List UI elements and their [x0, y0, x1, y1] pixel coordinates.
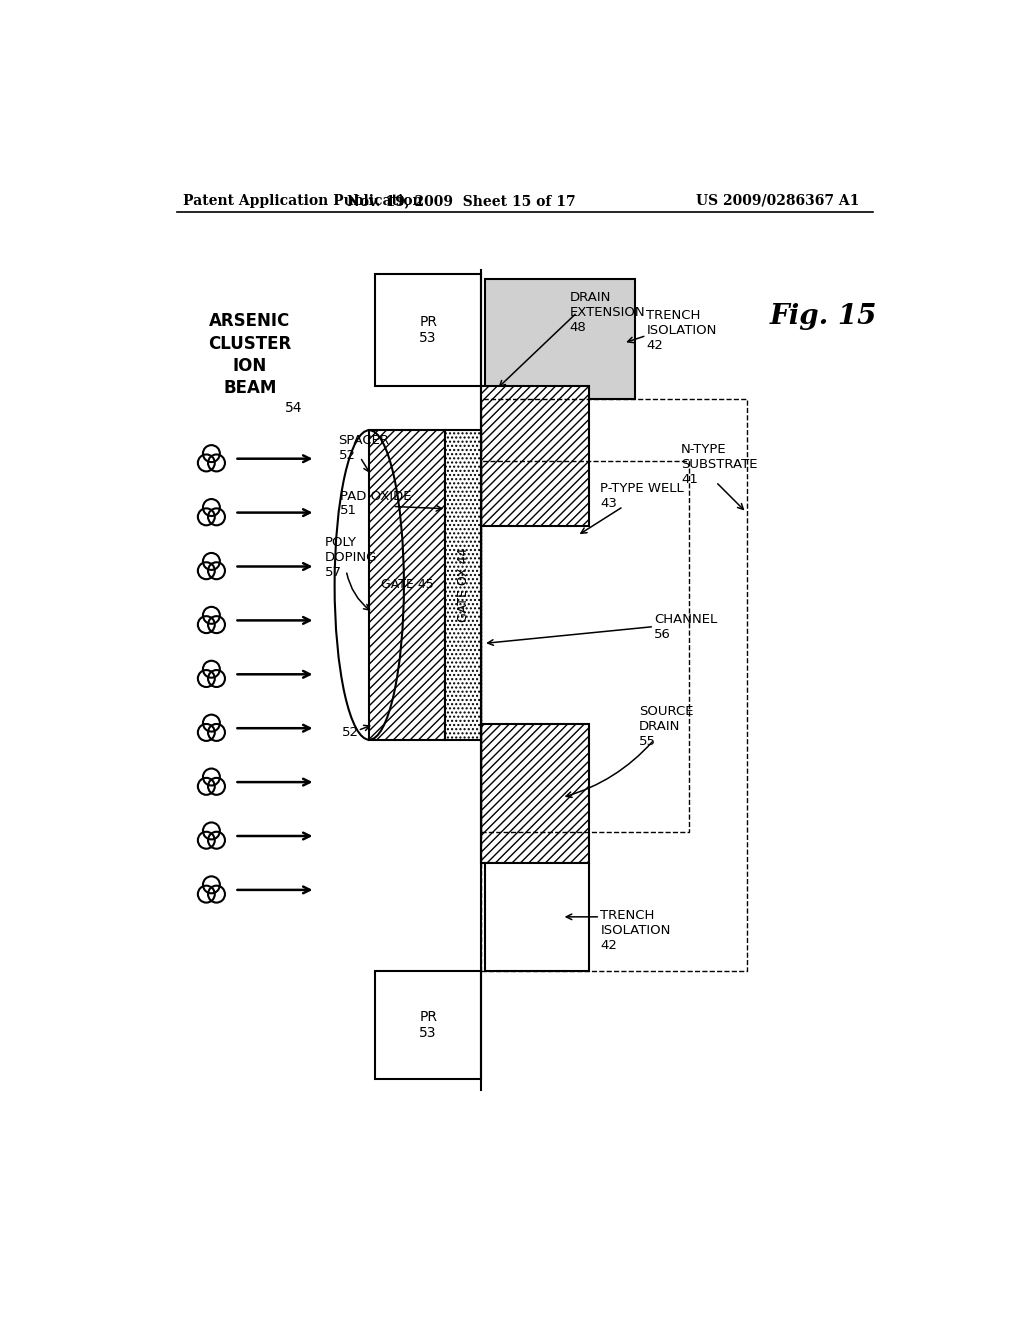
Bar [370, 430, 444, 739]
Bar [484, 280, 635, 400]
Text: PAD OXIDE
51: PAD OXIDE 51 [340, 490, 412, 517]
Text: PR
53: PR 53 [419, 314, 437, 345]
Text: Nov. 19, 2009  Sheet 15 of 17: Nov. 19, 2009 Sheet 15 of 17 [347, 194, 575, 207]
Text: 54: 54 [285, 401, 302, 414]
Bar [376, 275, 481, 385]
Text: SPACER
52: SPACER 52 [339, 434, 389, 462]
Text: US 2009/0286367 A1: US 2009/0286367 A1 [695, 194, 859, 207]
Text: DRAIN
EXTENSION
48: DRAIN EXTENSION 48 [569, 290, 645, 334]
Bar [481, 385, 589, 525]
Text: Fig. 15: Fig. 15 [770, 302, 878, 330]
Bar [481, 400, 746, 970]
Text: GATE 45: GATE 45 [381, 578, 434, 591]
Text: CHANNEL
56: CHANNEL 56 [654, 612, 718, 640]
Text: PR
53: PR 53 [419, 1010, 437, 1040]
Bar [481, 725, 589, 863]
Text: GATE OX 44: GATE OX 44 [457, 548, 470, 622]
Bar [484, 863, 589, 970]
Text: ARSENIC
CLUSTER
ION
BEAM: ARSENIC CLUSTER ION BEAM [208, 313, 292, 397]
Text: TRENCH
ISOLATION
42: TRENCH ISOLATION 42 [600, 909, 671, 952]
Bar [444, 430, 481, 739]
Bar [376, 970, 481, 1078]
Text: POLY
DOPING
57: POLY DOPING 57 [325, 536, 377, 578]
Text: SOURCE
DRAIN
55: SOURCE DRAIN 55 [639, 705, 693, 748]
Text: TRENCH
ISOLATION
42: TRENCH ISOLATION 42 [646, 309, 717, 351]
Text: P-TYPE WELL
43: P-TYPE WELL 43 [600, 482, 684, 510]
Text: Patent Application Publication: Patent Application Publication [183, 194, 423, 207]
Text: 52: 52 [342, 726, 358, 739]
Text: N-TYPE
SUBSTRATE
41: N-TYPE SUBSTRATE 41 [681, 444, 758, 486]
Bar [481, 461, 689, 832]
